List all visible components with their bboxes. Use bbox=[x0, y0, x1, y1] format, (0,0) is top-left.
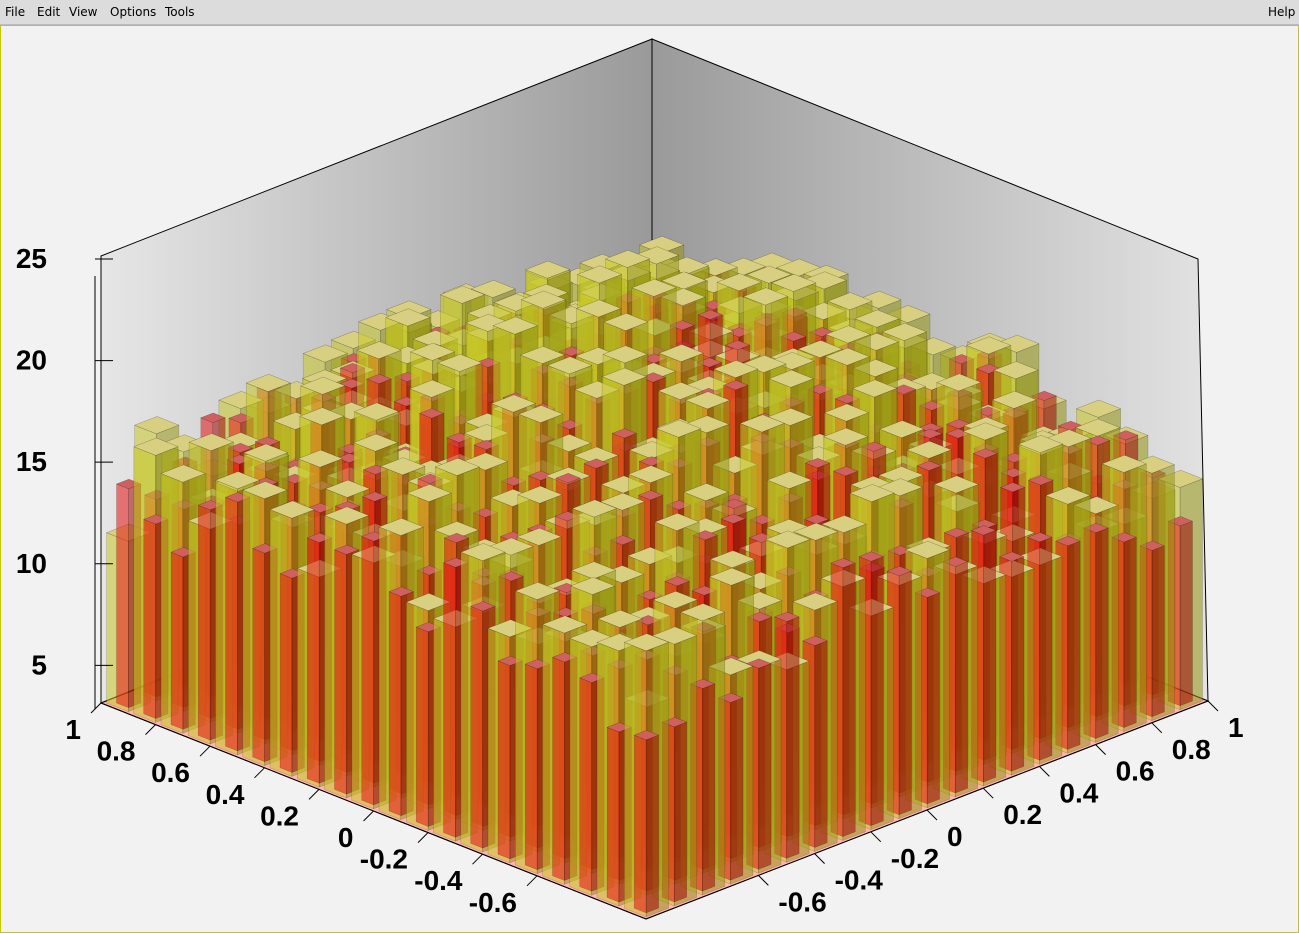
left-axis-tick bbox=[254, 767, 265, 779]
left-axis-tick bbox=[90, 702, 102, 714]
z-tick-label: 5 bbox=[31, 649, 47, 680]
bars bbox=[105, 235, 1204, 918]
left-axis-tick bbox=[417, 832, 429, 843]
menu-tools[interactable]: Tools bbox=[165, 5, 195, 19]
right-axis-tick-label: 0 bbox=[947, 821, 963, 852]
left-axis-tick-label: 0 bbox=[338, 822, 354, 853]
menu-help[interactable]: Help bbox=[1268, 5, 1296, 19]
right-axis-tick bbox=[870, 831, 882, 843]
left-axis-tick bbox=[145, 724, 156, 735]
bar-red-19-0 bbox=[633, 730, 660, 914]
right-axis-tick bbox=[926, 809, 938, 821]
left-axis-tick bbox=[472, 853, 483, 865]
left-axis-tick-label: -0.4 bbox=[414, 865, 463, 896]
right-axis-tick bbox=[1095, 744, 1106, 755]
right-axis-tick-label: -0.4 bbox=[835, 865, 884, 896]
right-axis-tick-label: 0.2 bbox=[1003, 799, 1042, 830]
right-axis-tick-label: 0.8 bbox=[1172, 734, 1211, 765]
menu-bar: File Edit View Options Tools Help bbox=[0, 0, 1299, 25]
plot-canvas[interactable]: 25 20 15 10 5 1 0.8 0.6 0.4 0.2 0 -0.2 -0.4 -0.6 -0.6-… bbox=[0, 25, 1299, 933]
right-axis-tick bbox=[982, 787, 994, 799]
left-axis-tick-label: 0.4 bbox=[206, 779, 245, 810]
right-axis-tick-label: 1 bbox=[1228, 712, 1244, 743]
menu-file[interactable]: File bbox=[5, 5, 26, 19]
menu-options[interactable]: Options bbox=[110, 5, 157, 19]
left-axis-tick-label: -0.2 bbox=[360, 844, 408, 875]
right-axis-tick-label: -0.2 bbox=[891, 843, 939, 874]
right-axis-tick bbox=[1151, 722, 1163, 734]
left-axis-tick-label: 1 bbox=[65, 714, 81, 745]
menu-edit[interactable]: Edit bbox=[37, 5, 61, 19]
left-axis-tick-label: 0.2 bbox=[260, 800, 299, 831]
left-axis-tick bbox=[363, 810, 374, 822]
right-axis-tick-label: 0.4 bbox=[1059, 777, 1098, 808]
menu-view[interactable]: View bbox=[69, 5, 98, 19]
left-axis-tick-label: -0.6 bbox=[469, 887, 517, 918]
right-axis-tick bbox=[1039, 766, 1050, 777]
right-axis-tick bbox=[814, 853, 825, 864]
right-axis-tick-label: 0.6 bbox=[1116, 756, 1155, 787]
left-axis-tick-label: 0.8 bbox=[97, 736, 136, 767]
left-axis-tick-label: 0.6 bbox=[151, 757, 190, 788]
z-tick-label: 25 bbox=[16, 243, 47, 274]
right-axis-tick-label: -0.6 bbox=[778, 886, 826, 917]
z-tick-label: 10 bbox=[16, 548, 47, 579]
left-axis-tick bbox=[308, 789, 320, 800]
left-axis-tick bbox=[199, 745, 211, 757]
right-axis-tick bbox=[1207, 700, 1219, 712]
z-tick-label: 15 bbox=[16, 446, 47, 477]
axes bbox=[90, 258, 1219, 920]
z-tick-label: 20 bbox=[16, 345, 47, 376]
left-axis-tick bbox=[526, 875, 538, 887]
right-axis-tick bbox=[758, 875, 769, 886]
